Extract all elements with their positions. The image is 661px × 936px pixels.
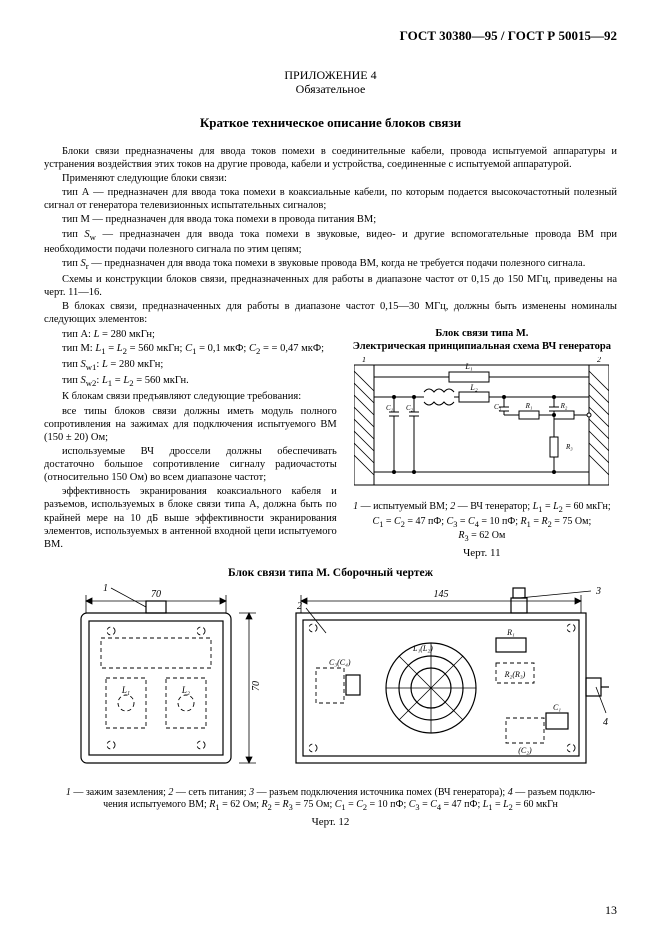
spec-sw2: тип Sw2: L1 = L2 = 560 мкГн. xyxy=(44,374,337,389)
page-number: 13 xyxy=(605,903,617,918)
annex-block: ПРИЛОЖЕНИЕ 4 Обязательное xyxy=(44,68,617,97)
section-title: Краткое техническое описание блоков связ… xyxy=(44,115,617,131)
body-text: Блоки связи предназначены для ввода токо… xyxy=(44,145,617,326)
para-7: Схемы и конструкции блоков связи, предна… xyxy=(44,273,617,299)
svg-text:C₂: C₂ xyxy=(406,404,414,412)
fig12-caption: 1 — зажим заземления; 2 — сеть питания; … xyxy=(44,787,617,814)
para-4: тип М — предназначен для ввода тока поме… xyxy=(44,213,617,226)
svg-text:4: 4 xyxy=(603,717,608,728)
annex-line1: ПРИЛОЖЕНИЕ 4 xyxy=(284,68,376,82)
svg-text:1: 1 xyxy=(362,357,366,364)
fig11-schematic: L₁ L₂ C₁ C₂ xyxy=(354,357,609,497)
svg-text:145: 145 xyxy=(433,589,448,600)
para-2: Применяют следующие блоки связи: xyxy=(44,172,617,185)
spec-a: тип А: L = 280 мкГн; xyxy=(44,328,337,341)
para-5: тип Sw — предназначен для ввода тока пом… xyxy=(44,228,617,256)
svg-text:L₁: L₁ xyxy=(120,685,129,695)
right-column: Блок связи типа М.Электрическая принципи… xyxy=(347,328,617,558)
svg-text:2: 2 xyxy=(297,601,302,612)
svg-text:3: 3 xyxy=(595,586,601,597)
fig12-drawing: 70 L₁ L₂ 70 xyxy=(51,583,611,783)
svg-text:R₂(R₃): R₂(R₃) xyxy=(503,670,525,679)
svg-text:C₁: C₁ xyxy=(552,703,560,712)
req-2: используемые ВЧ дроссели должны обеспечи… xyxy=(44,445,337,484)
para-6: тип Sr — предназначен для ввода тока пом… xyxy=(44,257,617,272)
fig12-title: Блок связи типа М. Сборочный чертеж xyxy=(44,567,617,579)
fig12-label: Черт. 12 xyxy=(44,816,617,828)
document-header: ГОСТ 30380—95 / ГОСТ Р 50015—92 xyxy=(44,28,617,44)
annex-line2: Обязательное xyxy=(296,82,366,96)
svg-text:C₁: C₁ xyxy=(386,404,393,412)
fig11-label: Черт. 11 xyxy=(347,547,617,559)
svg-text:70: 70 xyxy=(151,589,161,600)
para-1: Блоки связи предназначены для ввода токо… xyxy=(44,145,617,171)
svg-text:L₂: L₂ xyxy=(180,685,189,695)
svg-text:R₁: R₁ xyxy=(506,628,515,637)
left-column: тип А: L = 280 мкГн; тип М: L1 = L2 = 56… xyxy=(44,328,337,558)
svg-text:C₃(C₄): C₃(C₄) xyxy=(329,658,351,667)
svg-text:2: 2 xyxy=(597,357,601,364)
svg-text:R₂: R₂ xyxy=(560,402,568,410)
svg-text:L₁: L₁ xyxy=(465,362,473,371)
para-8: В блоках связи, предназначенных для рабо… xyxy=(44,300,617,326)
svg-text:70: 70 xyxy=(251,681,262,691)
svg-text:L₁(L₂): L₁(L₂) xyxy=(412,644,433,653)
fig11-title: Блок связи типа М.Электрическая принципи… xyxy=(347,328,617,353)
spec-m: тип М: L1 = L2 = 560 мкГн; C1 = 0,1 мкФ;… xyxy=(44,342,337,357)
svg-text:1: 1 xyxy=(103,583,108,594)
req-1: все типы блоков связи должны иметь модул… xyxy=(44,405,337,444)
svg-text:R₁: R₁ xyxy=(525,402,533,410)
para-3: тип А — предназначен для ввода тока поме… xyxy=(44,186,617,212)
req-intro: К блокам связи предъявляют следующие тре… xyxy=(44,390,337,403)
spec-sw1: тип Sw1: L = 280 мкГн; xyxy=(44,358,337,373)
fig11-caption: 1 — испытуемый ВМ; 2 — ВЧ тенератор; L1 … xyxy=(347,501,617,544)
svg-text:L₂: L₂ xyxy=(470,383,478,392)
svg-text:(C₂): (C₂) xyxy=(518,746,532,755)
req-3: эффективность экранирования коаксиальног… xyxy=(44,485,337,551)
svg-text:C₃: C₃ xyxy=(494,403,502,411)
svg-text:R₃: R₃ xyxy=(565,443,573,451)
